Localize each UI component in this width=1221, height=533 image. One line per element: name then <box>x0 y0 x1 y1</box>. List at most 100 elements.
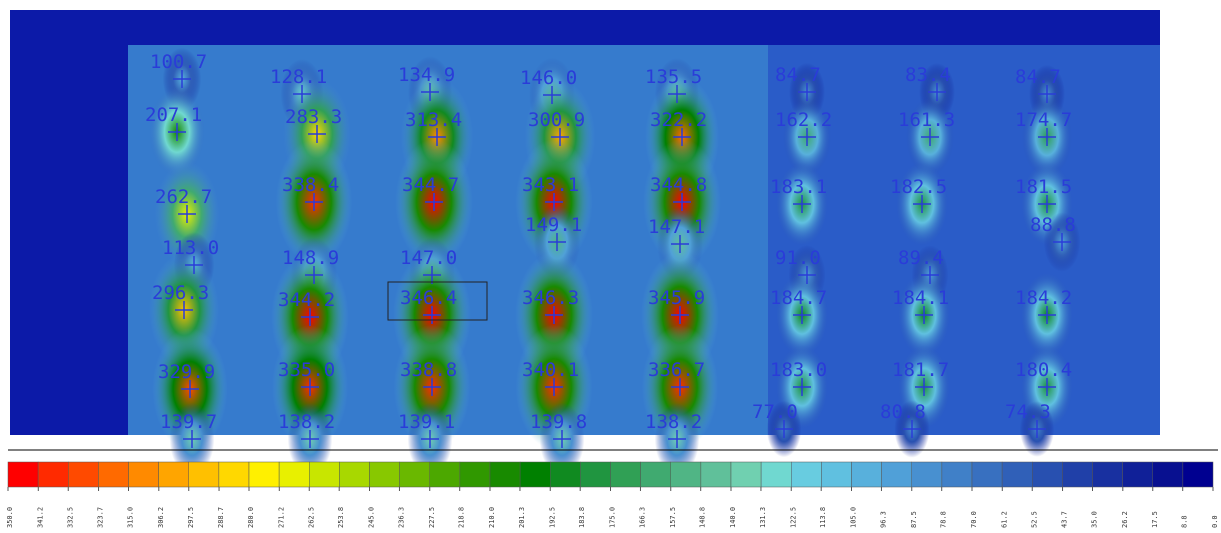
legend-swatch <box>219 462 249 487</box>
legend-swatch <box>490 462 520 487</box>
value-label: 80.8 <box>880 401 926 423</box>
value-label: 344.8 <box>650 174 707 196</box>
legend-label: 140.0 <box>729 507 737 528</box>
value-label: 91.0 <box>775 247 821 269</box>
legend-label: 245.0 <box>368 507 376 528</box>
value-label: 77.0 <box>752 401 798 423</box>
legend-swatch <box>1002 462 1032 487</box>
chart: 100.7128.1134.9146.0135.584.783.484.7207… <box>0 0 1221 533</box>
legend-label: 236.3 <box>397 507 405 528</box>
value-label: 181.5 <box>1015 176 1072 198</box>
value-label: 162.2 <box>775 109 832 131</box>
legend-label: 323.7 <box>97 507 105 528</box>
legend-swatch <box>611 462 641 487</box>
legend-label: 288.7 <box>217 507 225 528</box>
value-label: 336.7 <box>648 359 705 381</box>
value-label: 300.9 <box>528 109 585 131</box>
legend-label: 70.0 <box>970 511 978 528</box>
value-label: 338.4 <box>282 174 339 196</box>
legend-swatch <box>852 462 882 487</box>
value-label: 148.9 <box>282 247 339 269</box>
legend-swatch <box>1032 462 1062 487</box>
value-label: 345.9 <box>648 287 705 309</box>
value-label: 340.1 <box>522 359 579 381</box>
value-label: 139.1 <box>398 411 455 433</box>
legend-label: 61.2 <box>1000 511 1008 528</box>
legend-label: 262.5 <box>307 507 315 528</box>
value-label: 146.0 <box>520 67 577 89</box>
legend-label: 192.5 <box>548 507 556 528</box>
legend-label: 87.5 <box>910 511 918 528</box>
legend-label: 96.3 <box>879 511 887 528</box>
legend-label: 271.2 <box>277 507 285 528</box>
legend-label: 210.0 <box>488 507 496 528</box>
value-label: 139.7 <box>160 411 217 433</box>
legend-swatch <box>460 462 490 487</box>
legend-label: 306.2 <box>157 507 165 528</box>
legend-swatch <box>159 462 189 487</box>
value-label: 174.7 <box>1015 109 1072 131</box>
legend-label: 122.5 <box>789 507 797 528</box>
legend-swatch <box>129 462 159 487</box>
legend-label: 201.3 <box>518 507 526 528</box>
legend-swatch <box>370 462 400 487</box>
value-label: 134.9 <box>398 64 455 86</box>
value-label: 180.4 <box>1015 359 1072 381</box>
value-label: 147.0 <box>400 247 457 269</box>
value-label: 184.2 <box>1015 287 1072 309</box>
value-label: 88.8 <box>1030 214 1076 236</box>
legend-label: 0.0 <box>1211 515 1219 528</box>
legend-swatch <box>279 462 309 487</box>
legend-label: 297.5 <box>187 507 195 528</box>
legend-label: 17.5 <box>1151 511 1159 528</box>
legend-label: 280.0 <box>247 507 255 528</box>
value-label: 139.8 <box>530 411 587 433</box>
legend-label: 218.8 <box>458 507 466 528</box>
value-label: 329.9 <box>158 361 215 383</box>
legend-label: 227.5 <box>428 507 436 528</box>
value-label: 84.7 <box>775 64 821 86</box>
legend-swatch <box>731 462 761 487</box>
value-label: 147.1 <box>648 216 705 238</box>
legend-swatch <box>309 462 339 487</box>
legend-swatch <box>38 462 68 487</box>
legend-swatch <box>912 462 942 487</box>
legend-swatch <box>550 462 580 487</box>
value-label: 182.5 <box>890 176 947 198</box>
value-label: 183.0 <box>770 359 827 381</box>
legend-swatch <box>1093 462 1123 487</box>
legend-swatch <box>761 462 791 487</box>
legend-swatch <box>1183 462 1213 487</box>
value-label: 184.1 <box>892 287 949 309</box>
legend-label: 113.8 <box>819 507 827 528</box>
legend-swatch <box>942 462 972 487</box>
value-label: 183.1 <box>770 176 827 198</box>
legend-swatch <box>520 462 550 487</box>
value-label: 338.8 <box>400 359 457 381</box>
value-label: 335.0 <box>278 359 335 381</box>
value-label: 149.1 <box>525 214 582 236</box>
legend-swatch <box>821 462 851 487</box>
legend-label: 157.5 <box>669 507 677 528</box>
legend-label: 183.8 <box>578 507 586 528</box>
legend-swatch <box>189 462 219 487</box>
value-label: 346.4 <box>400 287 457 309</box>
value-label: 161.3 <box>898 109 955 131</box>
legend-label: 148.8 <box>699 507 707 528</box>
legend-swatch <box>1123 462 1153 487</box>
legend-label: 166.3 <box>638 507 646 528</box>
value-label: 74.3 <box>1005 401 1051 423</box>
value-label: 344.7 <box>402 174 459 196</box>
value-label: 138.2 <box>278 411 335 433</box>
legend-label: 341.2 <box>36 507 44 528</box>
legend-label: 43.7 <box>1061 511 1069 528</box>
legend-swatch <box>791 462 821 487</box>
value-label: 113.0 <box>162 237 219 259</box>
legend-swatch <box>249 462 279 487</box>
value-label: 128.1 <box>270 66 327 88</box>
legend-label: 175.0 <box>609 507 617 528</box>
value-label: 100.7 <box>150 51 207 73</box>
legend-label: 131.3 <box>759 507 767 528</box>
legend-label: 350.0 <box>6 507 14 528</box>
legend-swatch <box>400 462 430 487</box>
